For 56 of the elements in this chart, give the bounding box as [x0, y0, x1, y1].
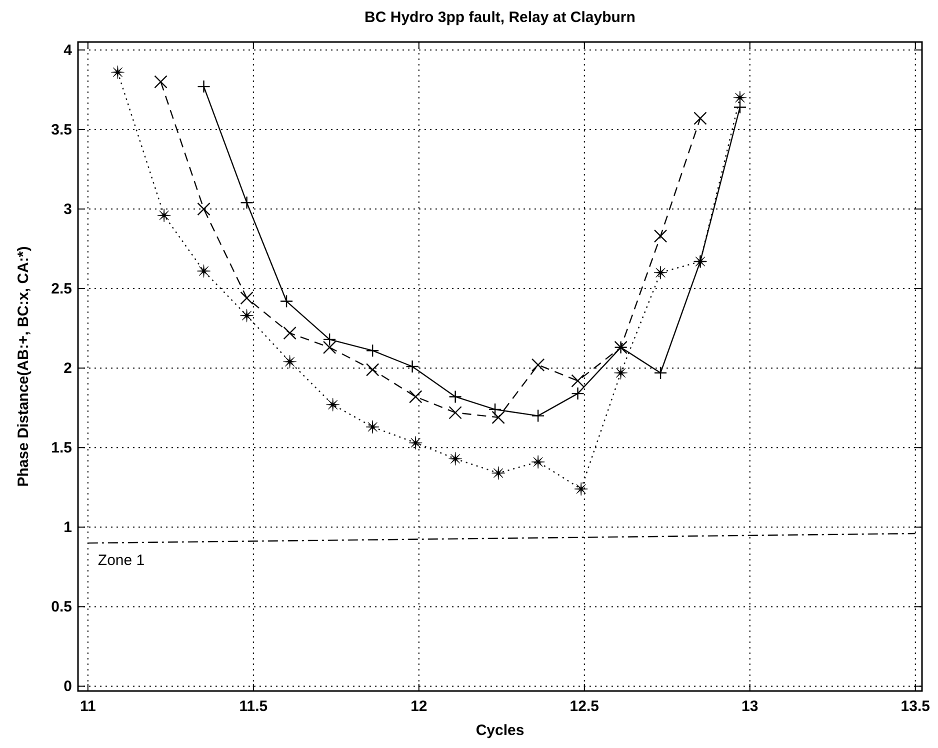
point — [283, 354, 297, 368]
point — [157, 208, 171, 222]
point — [240, 292, 254, 305]
point — [571, 386, 584, 400]
x-tick-label: 11 — [80, 698, 96, 715]
point — [283, 326, 296, 340]
point — [654, 366, 668, 380]
point — [448, 452, 462, 466]
y-tick-label: 0 — [64, 678, 72, 696]
x-tick-label: 13.5 — [900, 698, 930, 715]
point — [408, 436, 422, 450]
y-tick-label: 3.5 — [51, 121, 72, 138]
chart-title: BC Hydro 3pp fault, Relay at Clayburn — [364, 9, 636, 26]
point — [492, 466, 506, 480]
point — [406, 360, 419, 374]
point — [409, 390, 422, 404]
point — [574, 482, 588, 496]
point — [694, 112, 707, 125]
point — [448, 390, 462, 404]
point — [492, 410, 505, 424]
point — [654, 266, 668, 280]
y-axis-title: Phase Distance(AB:+, BC:x, CA:*) — [15, 246, 32, 487]
point — [571, 374, 584, 388]
point — [240, 308, 254, 322]
x-tick-label: 11.5 — [239, 698, 268, 715]
point — [197, 264, 211, 278]
point — [110, 65, 124, 79]
point — [733, 90, 747, 104]
point — [488, 402, 502, 416]
x-axis-title: Cycles — [476, 722, 524, 739]
y-tick-label: 2.5 — [51, 280, 72, 298]
y-tick-label: 3 — [64, 201, 72, 218]
point — [240, 196, 254, 210]
x-tick-label: 13 — [742, 698, 758, 715]
point — [366, 420, 380, 434]
series-label: Zone 1 — [98, 552, 145, 570]
point — [531, 358, 545, 372]
y-tick-label: 0.5 — [51, 598, 72, 616]
point — [654, 229, 668, 243]
x-tick-label: 12.5 — [570, 698, 599, 715]
point — [280, 294, 294, 308]
point — [448, 406, 462, 420]
y-tick-label: 4 — [64, 42, 73, 59]
x-tick-label: 12 — [410, 698, 428, 715]
point — [197, 80, 210, 94]
y-tick-label: 2 — [64, 360, 72, 378]
point — [326, 398, 340, 412]
y-tick-label: 1.5 — [51, 440, 72, 457]
point — [197, 202, 210, 216]
point — [614, 366, 628, 380]
point — [531, 409, 545, 422]
point — [154, 75, 168, 88]
point — [366, 344, 380, 358]
point — [366, 363, 380, 376]
point — [531, 455, 545, 469]
y-tick-label: 1 — [64, 519, 72, 536]
